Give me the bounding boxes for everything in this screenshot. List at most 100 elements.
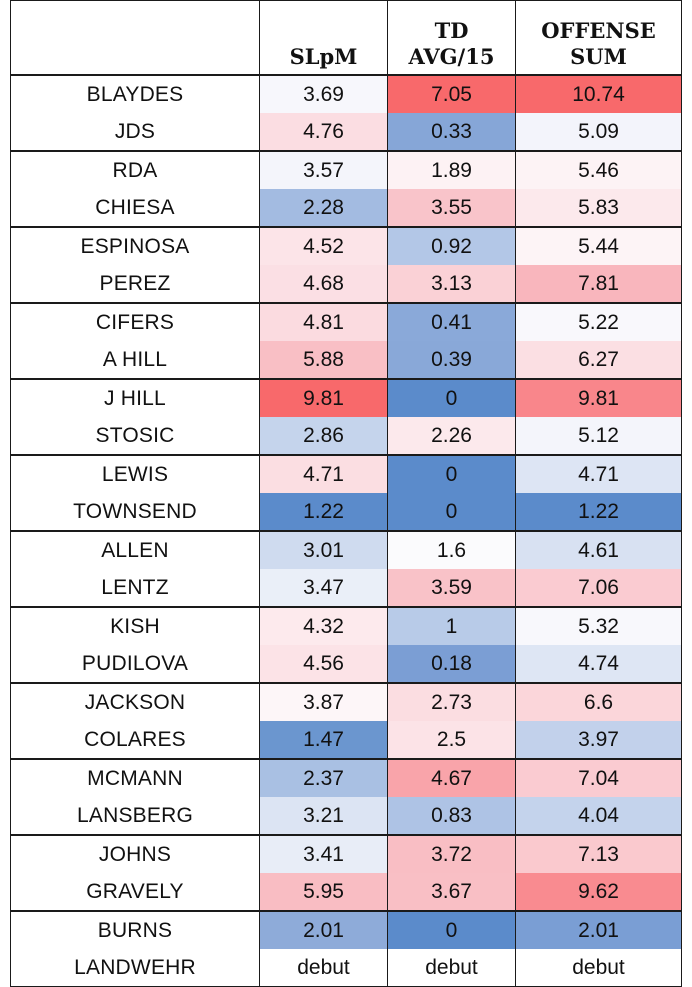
fighter-name-cell: JDS — [10, 113, 260, 151]
slpm-cell: 4.71 — [259, 454, 388, 493]
offense-sum-cell: 4.74 — [515, 645, 682, 683]
slpm-cell: 4.81 — [259, 302, 388, 341]
td-avg-cell: 1.6 — [387, 530, 516, 569]
fighter-stats-table: SLpM TD AVG/15 OFFENSE SUM BLAYDES 3.69 7.… — [10, 0, 682, 987]
table-row: MCMANN 2.37 4.67 7.04 — [10, 758, 682, 797]
offense-sum-cell: 4.61 — [515, 530, 682, 569]
fighter-name-cell: LANSBERG — [10, 797, 260, 835]
offense-sum-cell: 5.12 — [515, 417, 682, 455]
offense-sum-cell: 7.13 — [515, 834, 682, 873]
offense-sum-cell: 4.71 — [515, 454, 682, 493]
header-td-avg: TD AVG/15 — [387, 0, 516, 76]
td-avg-cell: 3.72 — [387, 834, 516, 873]
offense-sum-cell: 5.44 — [515, 226, 682, 265]
td-avg-cell: 0.41 — [387, 302, 516, 341]
fighter-name-cell: A HILL — [10, 341, 260, 379]
fighter-name-cell: MCMANN — [10, 758, 260, 797]
slpm-cell: 1.22 — [259, 493, 388, 531]
offense-sum-cell: 2.01 — [515, 910, 682, 949]
slpm-cell: 3.69 — [259, 74, 388, 113]
slpm-cell: 4.52 — [259, 226, 388, 265]
slpm-cell: 5.88 — [259, 341, 388, 379]
offense-sum-cell: 9.62 — [515, 873, 682, 911]
fighter-name-cell: BURNS — [10, 910, 260, 949]
slpm-cell: 3.87 — [259, 682, 388, 721]
fighter-name-cell: ESPINOSA — [10, 226, 260, 265]
fighter-name-cell: BLAYDES — [10, 74, 260, 113]
fighter-name-cell: CIFERS — [10, 302, 260, 341]
table-row: GRAVELY 5.95 3.67 9.62 — [10, 873, 682, 911]
fighter-name-cell: JOHNS — [10, 834, 260, 873]
table-row: COLARES 1.47 2.5 3.97 — [10, 721, 682, 759]
table-row: ESPINOSA 4.52 0.92 5.44 — [10, 226, 682, 265]
table-row: LEWIS 4.71 0 4.71 — [10, 454, 682, 493]
table-row: JDS 4.76 0.33 5.09 — [10, 113, 682, 151]
slpm-cell: debut — [259, 949, 388, 987]
fighter-name-cell: JACKSON — [10, 682, 260, 721]
td-avg-cell: 2.26 — [387, 417, 516, 455]
slpm-cell: 2.28 — [259, 189, 388, 227]
td-avg-cell: 0.92 — [387, 226, 516, 265]
table-row: LANSBERG 3.21 0.83 4.04 — [10, 797, 682, 835]
offense-sum-cell: 7.04 — [515, 758, 682, 797]
table-row: RDA 3.57 1.89 5.46 — [10, 150, 682, 189]
slpm-cell: 4.68 — [259, 265, 388, 303]
table-row: JOHNS 3.41 3.72 7.13 — [10, 834, 682, 873]
offense-sum-cell: 7.81 — [515, 265, 682, 303]
header-offense-sum: OFFENSE SUM — [515, 0, 682, 76]
table-row: BURNS 2.01 0 2.01 — [10, 910, 682, 949]
offense-sum-cell: 9.81 — [515, 378, 682, 417]
slpm-cell: 2.37 — [259, 758, 388, 797]
td-avg-cell: 4.67 — [387, 758, 516, 797]
td-avg-cell: 1 — [387, 606, 516, 645]
fighter-name-cell: KISH — [10, 606, 260, 645]
td-avg-cell: 0 — [387, 493, 516, 531]
slpm-cell: 3.41 — [259, 834, 388, 873]
slpm-cell: 5.95 — [259, 873, 388, 911]
table-row: A HILL 5.88 0.39 6.27 — [10, 341, 682, 379]
slpm-cell: 3.47 — [259, 569, 388, 607]
table-row: CIFERS 4.81 0.41 5.22 — [10, 302, 682, 341]
slpm-cell: 3.21 — [259, 797, 388, 835]
td-avg-cell: 0.18 — [387, 645, 516, 683]
stats-table-container: SLpM TD AVG/15 OFFENSE SUM BLAYDES 3.69 7.… — [10, 0, 682, 987]
offense-sum-cell: 5.46 — [515, 150, 682, 189]
table-row: STOSIC 2.86 2.26 5.12 — [10, 417, 682, 455]
header-name — [10, 0, 260, 76]
td-avg-cell: 2.5 — [387, 721, 516, 759]
table-body: BLAYDES 3.69 7.05 10.74 JDS 4.76 0.33 5.09 RDA 3.… — [10, 74, 682, 987]
fighter-name-cell: PUDILOVA — [10, 645, 260, 683]
td-avg-cell: debut — [387, 949, 516, 987]
slpm-cell: 2.01 — [259, 910, 388, 949]
td-avg-cell: 0 — [387, 910, 516, 949]
slpm-cell: 1.47 — [259, 721, 388, 759]
td-avg-cell: 2.73 — [387, 682, 516, 721]
td-avg-cell: 3.59 — [387, 569, 516, 607]
table-row: LANDWEHR debut debut debut — [10, 949, 682, 987]
td-avg-cell: 3.67 — [387, 873, 516, 911]
slpm-cell: 3.57 — [259, 150, 388, 189]
table-row: BLAYDES 3.69 7.05 10.74 — [10, 74, 682, 113]
header-slpm: SLpM — [259, 0, 388, 76]
td-avg-cell: 0 — [387, 454, 516, 493]
offense-sum-cell: 5.83 — [515, 189, 682, 227]
fighter-name-cell: COLARES — [10, 721, 260, 759]
header-row: SLpM TD AVG/15 OFFENSE SUM — [10, 0, 682, 76]
offense-sum-cell: 7.06 — [515, 569, 682, 607]
fighter-name-cell: RDA — [10, 150, 260, 189]
table-row: PUDILOVA 4.56 0.18 4.74 — [10, 645, 682, 683]
offense-sum-cell: 6.27 — [515, 341, 682, 379]
fighter-name-cell: ALLEN — [10, 530, 260, 569]
slpm-cell: 4.56 — [259, 645, 388, 683]
slpm-cell: 9.81 — [259, 378, 388, 417]
offense-sum-cell: 5.22 — [515, 302, 682, 341]
td-avg-cell: 3.55 — [387, 189, 516, 227]
table-row: JACKSON 3.87 2.73 6.6 — [10, 682, 682, 721]
fighter-name-cell: J HILL — [10, 378, 260, 417]
td-avg-cell: 7.05 — [387, 74, 516, 113]
slpm-cell: 4.32 — [259, 606, 388, 645]
table-row: J HILL 9.81 0 9.81 — [10, 378, 682, 417]
fighter-name-cell: LANDWEHR — [10, 949, 260, 987]
slpm-cell: 2.86 — [259, 417, 388, 455]
table-row: ALLEN 3.01 1.6 4.61 — [10, 530, 682, 569]
